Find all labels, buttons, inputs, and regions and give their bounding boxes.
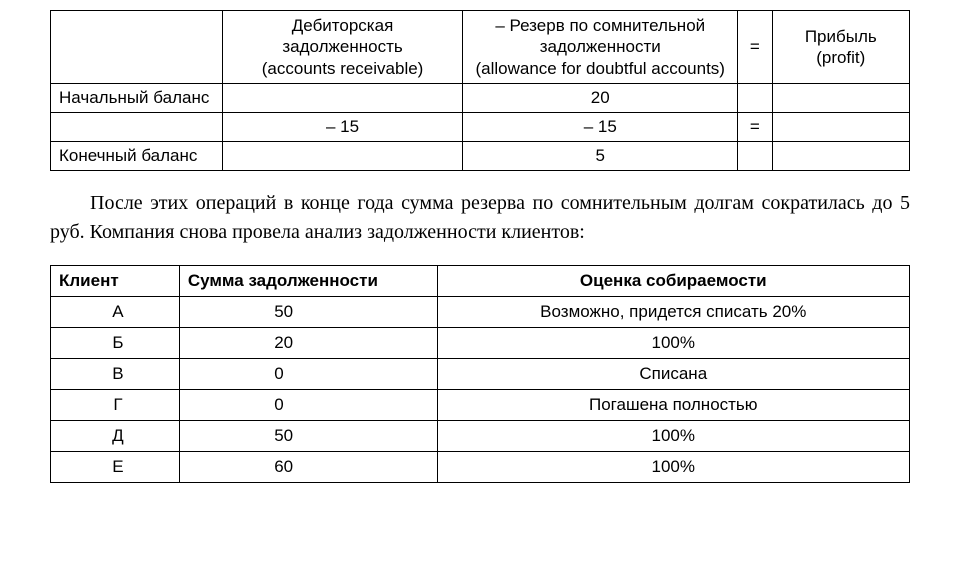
balance-header-allowance-line3: (allowance for doubtful accounts): [476, 59, 725, 78]
clients-cell-amount: 20: [179, 327, 437, 358]
balance-header-ar-line1: Дебиторская задолженность: [282, 16, 402, 56]
balance-header-allowance-line1: – Резерв по сомнительной: [495, 16, 705, 35]
clients-cell-client: В: [51, 358, 180, 389]
balance-cell-label: Начальный баланс: [51, 83, 223, 112]
balance-header-allowance-line2: задолженности: [540, 37, 661, 56]
balance-row-final: Конечный баланс 5: [51, 141, 910, 170]
balance-cell-ar: [222, 141, 463, 170]
clients-row: А 50 Возможно, придется списать 20%: [51, 296, 910, 327]
clients-row: Е 60 100%: [51, 451, 910, 482]
balance-header-ar-line2: (accounts receivable): [262, 59, 424, 78]
balance-cell-label: Конечный баланс: [51, 141, 223, 170]
clients-cell-client: Е: [51, 451, 180, 482]
balance-cell-allow: – 15: [463, 112, 738, 141]
clients-cell-assess: Возможно, придется списать 20%: [437, 296, 909, 327]
clients-cell-assess: Погашена полностью: [437, 389, 909, 420]
clients-cell-client: Д: [51, 420, 180, 451]
balance-cell-allow: 20: [463, 83, 738, 112]
clients-row: Г 0 Погашена полностью: [51, 389, 910, 420]
balance-cell-profit: [772, 83, 909, 112]
clients-table: Клиент Сумма задолженности Оценка собира…: [50, 265, 910, 483]
balance-row-initial: Начальный баланс 20: [51, 83, 910, 112]
balance-cell-profit: [772, 112, 909, 141]
clients-cell-amount: 50: [179, 420, 437, 451]
balance-cell-eq: [738, 141, 772, 170]
balance-header-allowance: – Резерв по сомнительной задолженности (…: [463, 11, 738, 84]
balance-row-change: – 15 – 15 =: [51, 112, 910, 141]
clients-header-row: Клиент Сумма задолженности Оценка собира…: [51, 265, 910, 296]
clients-row: Б 20 100%: [51, 327, 910, 358]
balance-cell-label: [51, 112, 223, 141]
clients-cell-amount: 0: [179, 389, 437, 420]
balance-cell-eq: =: [738, 112, 772, 141]
clients-cell-assess: 100%: [437, 451, 909, 482]
clients-header-assessment: Оценка собираемости: [437, 265, 909, 296]
document-page: Дебиторская задолженность (accounts rece…: [0, 0, 960, 583]
paragraph-text: После этих операций в конце года сумма р…: [50, 189, 910, 247]
balance-cell-eq: [738, 83, 772, 112]
clients-cell-assess: 100%: [437, 327, 909, 358]
balance-cell-ar: – 15: [222, 112, 463, 141]
balance-cell-profit: [772, 141, 909, 170]
balance-cell-allow: 5: [463, 141, 738, 170]
clients-cell-assess: 100%: [437, 420, 909, 451]
clients-header-amount: Сумма задолженности: [179, 265, 437, 296]
balance-header-equals: =: [738, 11, 772, 84]
clients-header-client: Клиент: [51, 265, 180, 296]
clients-cell-client: А: [51, 296, 180, 327]
balance-header-profit: Прибыль (profit): [772, 11, 909, 84]
clients-cell-amount: 60: [179, 451, 437, 482]
balance-table: Дебиторская задолженность (accounts rece…: [50, 10, 910, 171]
clients-row: Д 50 100%: [51, 420, 910, 451]
balance-table-header-row: Дебиторская задолженность (accounts rece…: [51, 11, 910, 84]
clients-cell-assess: Списана: [437, 358, 909, 389]
clients-cell-client: Г: [51, 389, 180, 420]
clients-cell-client: Б: [51, 327, 180, 358]
balance-cell-ar: [222, 83, 463, 112]
clients-cell-amount: 0: [179, 358, 437, 389]
clients-cell-amount: 50: [179, 296, 437, 327]
clients-row: В 0 Списана: [51, 358, 910, 389]
balance-header-blank: [51, 11, 223, 84]
balance-header-ar: Дебиторская задолженность (accounts rece…: [222, 11, 463, 84]
